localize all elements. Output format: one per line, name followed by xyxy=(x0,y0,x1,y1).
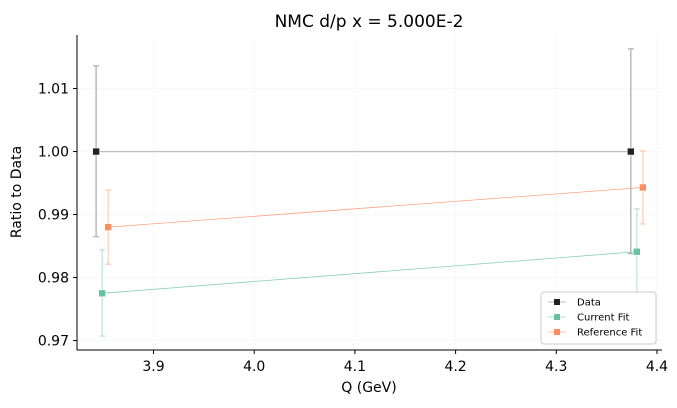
legend-marker xyxy=(554,299,560,305)
x-tick-label: 4.2 xyxy=(444,359,466,375)
data-point xyxy=(104,223,113,231)
data-point xyxy=(633,247,641,256)
series-line xyxy=(108,187,643,228)
legend-label: Reference Fit xyxy=(577,328,642,339)
x-tick-label: 3.9 xyxy=(142,359,164,375)
axes xyxy=(76,35,662,351)
y-axis-title: Ratio to Data xyxy=(9,146,25,238)
y-tick-label: 0.99 xyxy=(38,208,69,224)
data-point xyxy=(98,289,106,298)
x-tick-label: 4.0 xyxy=(243,359,265,375)
x-tick-label: 4.3 xyxy=(545,359,567,375)
x-axis-title: Q (GeV) xyxy=(341,380,396,396)
data-point xyxy=(639,183,647,192)
data-point xyxy=(626,147,635,156)
series-0 xyxy=(92,48,635,255)
series-2 xyxy=(104,150,647,266)
legend-marker xyxy=(554,329,560,335)
chart-title: NMC d/p x = 5.000E-2 xyxy=(275,12,464,32)
series-line xyxy=(102,251,637,294)
ticks: 3.9 4.0 4.1 4.2 4.3 4.4 0.97 0.98 0.99 1.00 1.01 xyxy=(38,82,668,375)
y-tick-label: 0.97 xyxy=(38,334,69,350)
legend: Data Current Fit Reference Fit xyxy=(540,291,657,345)
x-tick-label: 4.4 xyxy=(646,359,668,375)
y-tick-label: 1.01 xyxy=(38,82,69,98)
legend-box xyxy=(540,291,657,345)
legend-marker xyxy=(554,314,560,320)
y-tick-label: 1.00 xyxy=(38,145,69,161)
legend-label: Current Fit xyxy=(577,313,630,324)
series-layer xyxy=(92,48,647,337)
legend-label: Data xyxy=(577,298,601,309)
x-tick-label: 4.1 xyxy=(344,359,366,375)
y-tick-label: 0.98 xyxy=(38,271,69,287)
data-point xyxy=(92,147,100,156)
